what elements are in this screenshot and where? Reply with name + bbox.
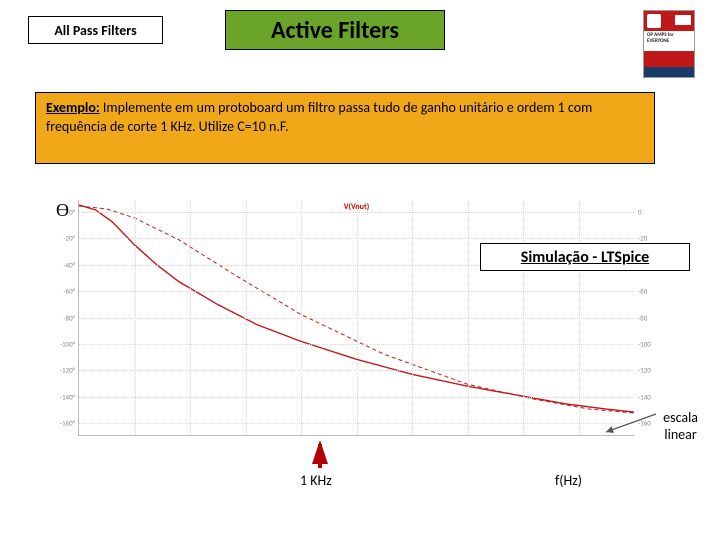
book-cover: OP AMPS for EVERYONE [643, 10, 695, 78]
grid-h [79, 238, 634, 239]
ytick-left: -140° [51, 392, 75, 401]
grid-h [79, 370, 634, 371]
khz-arrow-icon [310, 440, 330, 470]
ytick-left: -100° [51, 339, 75, 348]
ytick-right: -140 [638, 392, 656, 401]
ytick-right: -80 [638, 313, 656, 322]
grid-h [79, 318, 634, 319]
grid-h [79, 397, 634, 398]
header-row: All Pass Filters Active Filters OP AMPS … [0, 10, 720, 60]
ytick-left: -40° [51, 260, 75, 269]
ytick-right: 0 [638, 207, 656, 216]
escala-label: escala linear [663, 410, 698, 444]
ytick-right: -60 [638, 287, 656, 296]
main-title-box: Active Filters [225, 10, 445, 50]
book-band-text: OP AMPS for EVERYONE [644, 31, 694, 51]
ytick-right: -100 [638, 339, 656, 348]
khz-label: 1 KHz [300, 472, 332, 489]
ytick-left: -160° [51, 419, 75, 428]
ytick-left: -80° [51, 313, 75, 322]
ytick-left: -120° [51, 366, 75, 375]
sub-title-box: All Pass Filters [28, 16, 163, 44]
escala-line1: escala [663, 410, 698, 427]
phase-chart: V(Vout) 0°-20°-40°-60°-80°-100°-120°-140… [78, 200, 634, 436]
grid-h [79, 344, 634, 345]
ytick-left: -20° [51, 234, 75, 243]
escala-arrow-icon [600, 408, 660, 436]
escala-line2: linear [663, 427, 698, 444]
ytick-right: -120 [638, 366, 656, 375]
grid-h [79, 291, 634, 292]
ytick-right: -20 [638, 234, 656, 243]
grid-h [79, 423, 634, 424]
ytick-left: -60° [51, 287, 75, 296]
grid-h [79, 212, 634, 213]
fhz-label: f(Hz) [555, 472, 582, 489]
example-box: Exemplo: Implemente em um protoboard um … [35, 92, 655, 164]
ytick-left: 0° [51, 207, 75, 216]
example-title: Exemplo: [46, 99, 100, 116]
simulation-label: Simulação - LTSpice [480, 243, 690, 271]
example-body: Implemente em um protoboard um filtro pa… [46, 99, 592, 135]
book-cover-bottom [644, 67, 694, 77]
